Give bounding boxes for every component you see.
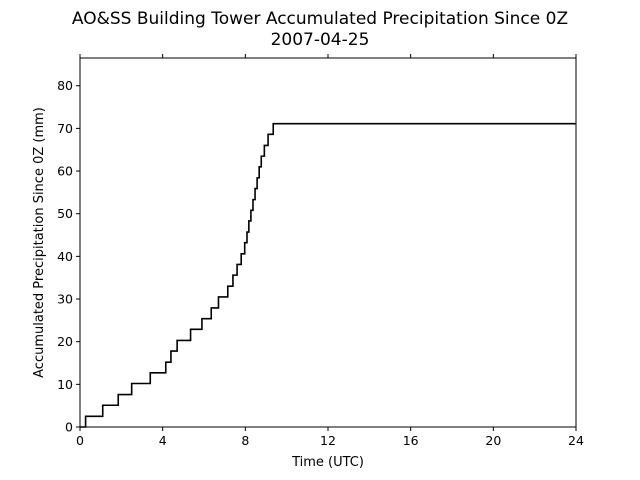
chart-title: AO&SS Building Tower Accumulated Precipi…	[72, 9, 568, 29]
y-tick-label: 30	[57, 292, 73, 307]
y-axis-ticks: 0 10 20 30 40 50 60 70 80	[57, 78, 80, 435]
y-tick-label: 50	[57, 206, 73, 221]
precipitation-series-line	[80, 122, 576, 428]
x-tick-label: 4	[159, 433, 167, 448]
x-tick-label: 16	[403, 433, 419, 448]
y-axis-label: Accumulated Precipitation Since 0Z (mm)	[32, 107, 47, 378]
y-tick-label: 70	[57, 121, 73, 136]
x-tick-label: 20	[485, 433, 501, 448]
x-tick-label: 12	[320, 433, 336, 448]
y-tick-label: 0	[65, 420, 73, 435]
y-tick-label: 80	[57, 78, 73, 93]
y-tick-label: 60	[57, 164, 73, 179]
plot-frame	[79, 57, 577, 428]
x-tick-label: 24	[568, 433, 584, 448]
y-tick-label: 20	[57, 334, 73, 349]
y-tick-label: 40	[57, 249, 73, 264]
chart-subtitle: 2007-04-25	[271, 30, 370, 50]
x-tick-label: 0	[76, 433, 84, 448]
x-tick-label: 8	[241, 433, 249, 448]
y-tick-label: 10	[57, 377, 73, 392]
x-axis-label: Time (UTC)	[291, 455, 364, 470]
